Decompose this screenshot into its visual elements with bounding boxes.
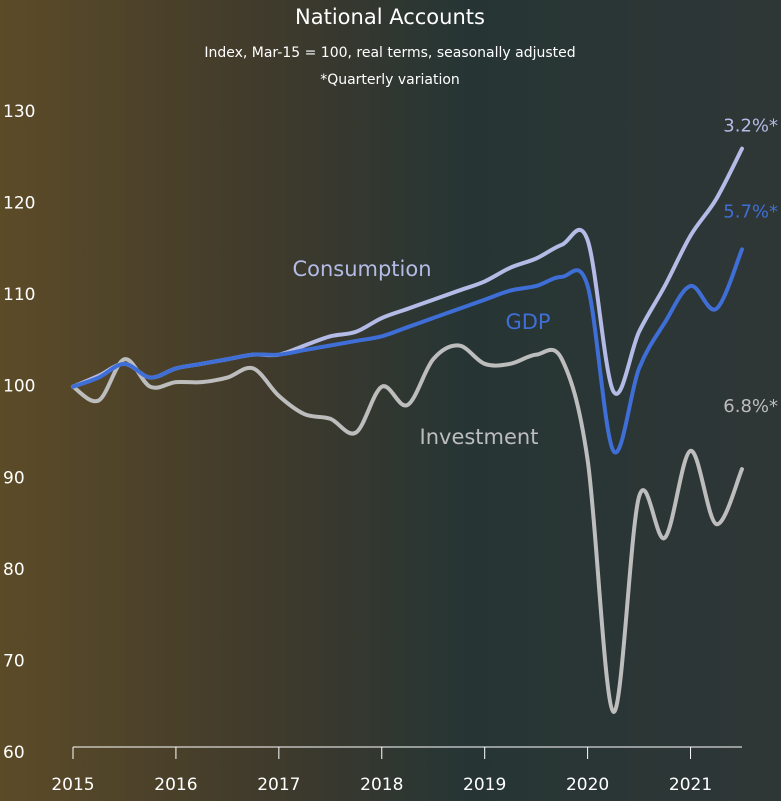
y-tick-label: 100	[3, 377, 35, 397]
end-label: 3.2%*	[723, 116, 778, 137]
y-tick-label: 130	[3, 102, 35, 122]
x-tick-label: 2019	[463, 775, 506, 795]
series-label: GDP	[505, 310, 550, 334]
chart-subtitle: Index, Mar-15 = 100, real terms, seasona…	[204, 45, 575, 61]
end-label: 5.7%*	[723, 201, 778, 222]
chart-title: National Accounts	[295, 5, 485, 29]
y-tick-label: 90	[3, 468, 25, 488]
series-label: Investment	[420, 425, 539, 449]
series-label: Consumption	[292, 257, 431, 281]
background	[0, 0, 781, 801]
y-tick-label: 60	[3, 743, 25, 763]
x-tick-label: 2015	[51, 775, 94, 795]
end-label: 6.8%*	[723, 396, 778, 417]
y-tick-label: 120	[3, 194, 35, 214]
chart-note: *Quarterly variation	[320, 72, 460, 88]
x-tick-label: 2017	[257, 775, 300, 795]
chart: National Accounts Index, Mar-15 = 100, r…	[0, 0, 781, 801]
y-tick-label: 70	[3, 651, 25, 671]
y-tick-label: 110	[3, 285, 35, 305]
x-tick-label: 2020	[566, 775, 609, 795]
x-tick-label: 2018	[360, 775, 403, 795]
y-tick-label: 80	[3, 560, 25, 580]
x-tick-label: 2021	[669, 775, 712, 795]
x-tick-label: 2016	[154, 775, 197, 795]
